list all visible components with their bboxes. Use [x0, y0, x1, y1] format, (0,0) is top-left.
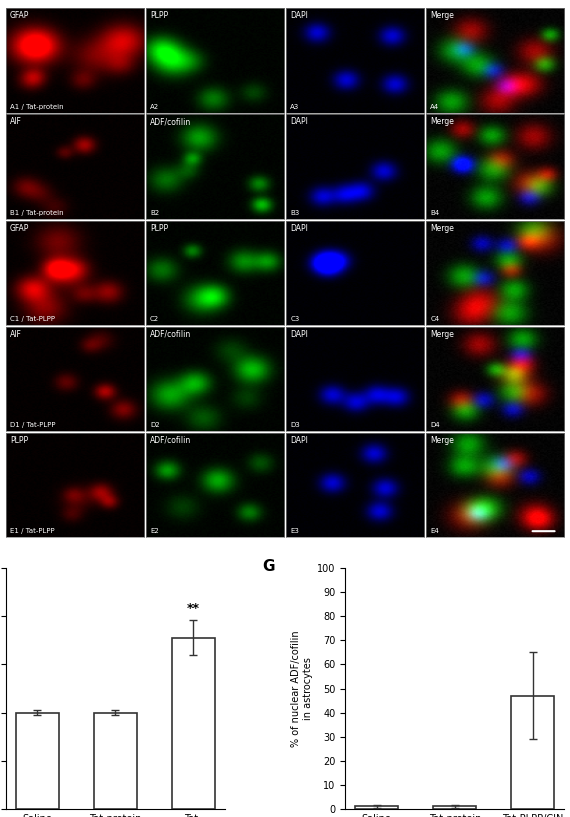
- Text: AIF: AIF: [10, 330, 22, 339]
- Bar: [172, 637, 215, 809]
- Bar: [433, 806, 477, 809]
- Text: D3: D3: [290, 422, 300, 428]
- Text: DAPI: DAPI: [290, 330, 308, 339]
- Text: AIF: AIF: [10, 118, 22, 127]
- Y-axis label: % of nuclear ADF/cofilin
in astrocytes: % of nuclear ADF/cofilin in astrocytes: [291, 630, 313, 747]
- Text: Merge: Merge: [430, 330, 454, 339]
- Text: A2: A2: [150, 104, 159, 109]
- Text: DAPI: DAPI: [290, 224, 308, 233]
- Text: E1 / Tat-PLPP: E1 / Tat-PLPP: [10, 529, 55, 534]
- Text: Merge: Merge: [430, 11, 454, 20]
- Text: D1 / Tat-PLPP: D1 / Tat-PLPP: [10, 422, 55, 428]
- Text: B4: B4: [430, 210, 439, 216]
- Text: E3: E3: [290, 529, 299, 534]
- Text: PLPP: PLPP: [150, 11, 168, 20]
- Text: C1 / Tat-PLPP: C1 / Tat-PLPP: [10, 316, 55, 322]
- Text: A1 / Tat-protein: A1 / Tat-protein: [10, 104, 63, 109]
- Bar: [355, 806, 398, 809]
- Text: PLPP: PLPP: [10, 436, 28, 445]
- Text: Merge: Merge: [430, 118, 454, 127]
- Text: Merge: Merge: [430, 436, 454, 445]
- Text: G: G: [262, 559, 275, 574]
- Bar: [511, 696, 555, 809]
- Bar: [93, 712, 137, 809]
- Text: ADF/cofilin: ADF/cofilin: [150, 118, 192, 127]
- Text: C3: C3: [290, 316, 299, 322]
- Text: B3: B3: [290, 210, 299, 216]
- Text: A3: A3: [290, 104, 299, 109]
- Text: GFAP: GFAP: [10, 11, 29, 20]
- Text: E4: E4: [430, 529, 439, 534]
- Text: ADF/cofilin: ADF/cofilin: [150, 330, 192, 339]
- Text: DAPI: DAPI: [290, 436, 308, 445]
- Text: B1 / Tat-protein: B1 / Tat-protein: [10, 210, 63, 216]
- Text: B2: B2: [150, 210, 159, 216]
- Text: ADF/cofilin: ADF/cofilin: [150, 436, 192, 445]
- Text: DAPI: DAPI: [290, 11, 308, 20]
- Text: PLPP: PLPP: [150, 224, 168, 233]
- Text: E2: E2: [150, 529, 159, 534]
- Text: D4: D4: [430, 422, 440, 428]
- Bar: [15, 712, 59, 809]
- Text: C2: C2: [150, 316, 159, 322]
- Text: DAPI: DAPI: [290, 118, 308, 127]
- Text: GFAP: GFAP: [10, 224, 29, 233]
- Text: A4: A4: [430, 104, 439, 109]
- Text: Merge: Merge: [430, 224, 454, 233]
- Text: C4: C4: [430, 316, 439, 322]
- Text: **: **: [187, 602, 200, 615]
- Text: D2: D2: [150, 422, 160, 428]
